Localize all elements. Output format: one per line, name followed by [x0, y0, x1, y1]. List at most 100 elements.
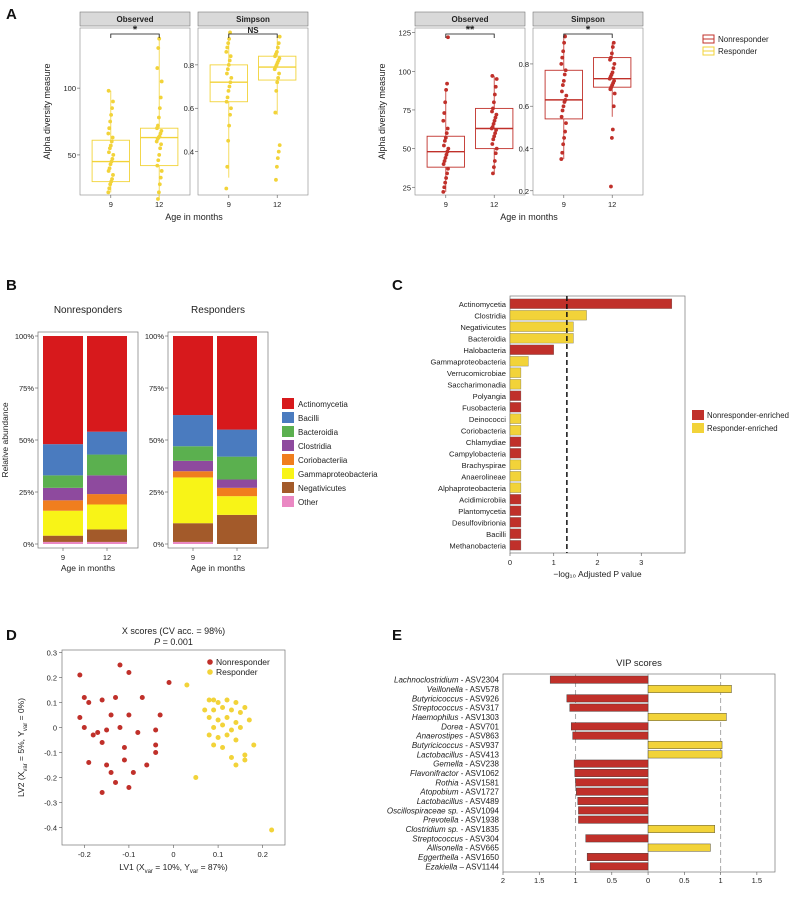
stacked-segment [217, 336, 257, 430]
asv-id: ASV863 [470, 732, 500, 741]
scatter-point [246, 717, 252, 723]
asv-id: ASV665 [470, 844, 500, 853]
d-title: X scores (CV acc. = 98%) [122, 626, 225, 636]
asv-id: ASV489 [470, 797, 500, 806]
legend-label: Nonresponder [216, 657, 270, 667]
facet-title: Simpson [236, 15, 270, 24]
separator: - [459, 769, 466, 778]
y-tick-label: 100 [63, 84, 76, 93]
data-point [562, 72, 567, 77]
data-point [445, 149, 450, 154]
y-tick-label: 0 [53, 724, 57, 733]
data-point [494, 146, 499, 151]
x-tick-label: 12 [273, 200, 281, 209]
data-point [110, 177, 114, 181]
data-point [611, 104, 616, 109]
bar-label: Gammaproteobacteria [430, 357, 506, 366]
separator: - [459, 676, 466, 685]
scatter-point [99, 697, 105, 703]
data-point [226, 88, 231, 93]
stacked-segment [43, 510, 83, 536]
data-point [493, 84, 498, 89]
bar-label: Lactobacillus - ASV489 [417, 797, 500, 806]
separator: - [463, 694, 470, 703]
bar-label: Butyricicoccus - ASV926 [412, 694, 500, 703]
bar-label: Oscillospiraceae sp. - ASV1094 [387, 806, 500, 815]
data-point [612, 62, 617, 66]
enrichment-bar [509, 517, 522, 528]
y-tick-label: 25% [19, 488, 34, 497]
stacked-segment [87, 541, 127, 544]
data-point [610, 127, 615, 132]
significance-label: NS [247, 26, 259, 35]
x-tick-label: 1 [552, 558, 556, 567]
bar-label: Saccharimonadia [447, 380, 506, 389]
data-point [442, 159, 447, 163]
panel-a-nonresponder-alpha-diversity: Alpha diversity measure Observed 25 50 75 100… [377, 11, 769, 222]
enrichment-bar [509, 471, 522, 482]
data-point [159, 128, 164, 133]
data-point [609, 55, 613, 60]
scatter-point [193, 775, 199, 780]
bar-label: Campylobacteria [449, 449, 507, 458]
data-point [441, 162, 446, 166]
enrichment-bar [509, 459, 522, 470]
bar-label: Plantomycetia [458, 507, 506, 516]
facet-strip [414, 11, 526, 27]
data-point [610, 45, 615, 49]
scatter-point [215, 735, 221, 740]
vip-bar [647, 741, 723, 749]
genus-name: Clostridium sp. [406, 825, 459, 834]
data-point [228, 30, 232, 35]
bar-label: Bacteroidia [468, 334, 507, 343]
asv-id: ASV2304 [465, 676, 499, 685]
data-point [157, 153, 162, 157]
bar-label: Lactobacillus - ASV413 [417, 750, 500, 759]
bar-label: Fusobacteria [462, 403, 507, 412]
data-point [491, 121, 496, 126]
data-point [563, 68, 568, 73]
scatter-point [86, 760, 92, 765]
scatter-point [184, 682, 190, 688]
data-point [561, 49, 566, 54]
y-tick-label: 0.4 [184, 148, 194, 157]
data-point [562, 40, 567, 45]
data-point [563, 129, 567, 134]
legend-swatch [282, 496, 294, 507]
scatter-point [242, 752, 248, 758]
x-tick-label: 9 [61, 553, 65, 562]
enrichment-bar [509, 505, 522, 516]
legend-label: Coriobacteriia [298, 456, 348, 465]
data-point [109, 112, 114, 117]
x-tick-label: 0 [646, 876, 650, 885]
legend-label: Responder [216, 667, 258, 677]
data-point [155, 163, 160, 168]
y-tick-label: -0.1 [44, 749, 57, 758]
stacked-segment [43, 487, 83, 501]
data-point [444, 152, 449, 157]
data-point [228, 54, 233, 59]
scatter-point [206, 732, 212, 738]
data-point [225, 45, 230, 50]
scatter-point [206, 697, 212, 703]
data-point [275, 156, 280, 161]
x-tick-label: 1.5 [534, 876, 544, 885]
legend-swatch [692, 423, 704, 433]
panel-b-relative-abundance: Relative abundance Nonresponders 0% 25% 50% 7… [0, 305, 378, 573]
stacked-segment [87, 529, 127, 542]
scatter-point [166, 680, 172, 685]
data-point [559, 62, 564, 66]
scatter-point [215, 717, 221, 723]
data-point [277, 56, 282, 61]
bar-label: Coriobacteria [461, 426, 507, 435]
vip-bar [578, 815, 649, 824]
stacked-segment [173, 460, 213, 472]
data-point [227, 36, 232, 41]
y-tick-label: -0.4 [44, 824, 57, 833]
data-point [609, 51, 614, 56]
legend-swatch [282, 440, 294, 451]
x-tick-label: -0.1 [122, 850, 135, 859]
scatter-point [237, 725, 243, 730]
scatter-point [130, 770, 136, 775]
a-xlabel: Age in months [165, 212, 223, 222]
